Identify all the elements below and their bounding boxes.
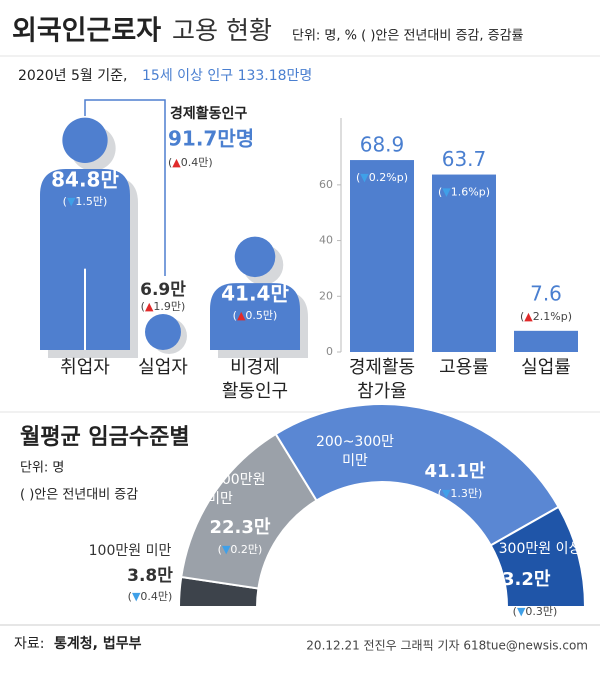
category-label: 실업자: [138, 357, 188, 378]
group-value: 91.7만명: [168, 127, 254, 151]
value-label: 3.8만: [127, 566, 173, 586]
figure: [145, 314, 181, 350]
category-label: 100~200만원 미만: [175, 472, 266, 507]
note: 단위: 명: [20, 461, 64, 476]
category-label: 100만원 미만: [89, 543, 172, 559]
y-tick-label: 40: [319, 234, 333, 247]
change-label: (▲0.5만): [233, 309, 278, 322]
source-label: 자료:: [14, 636, 44, 652]
category-label: 300만원 이상: [499, 541, 582, 557]
change-label: (▼1.5만): [63, 195, 108, 208]
value-label: 41.1만: [425, 461, 486, 482]
value-label: 63.7: [442, 147, 487, 171]
value-label: 13.2만: [490, 569, 551, 590]
category-label: 200~300만 미만: [316, 434, 394, 469]
change-label: (▼1.6%p): [438, 186, 490, 199]
value-label: 68.9: [360, 133, 405, 157]
donut-segment: [489, 505, 587, 608]
category-label: 비경제 활동인구: [222, 357, 288, 402]
group-bracket: [84, 99, 166, 276]
credit: 20.12.21 전진우 그래픽 기자 618tue@newsis.com: [306, 639, 588, 653]
y-tick-label: 0: [326, 345, 333, 358]
value-label: 7.6: [530, 281, 562, 305]
source: 통계청, 법무부: [54, 636, 142, 652]
group-change: (▲0.4만): [168, 156, 213, 169]
change-label: (▼0.2%p): [356, 171, 408, 184]
value-label: 84.8만: [51, 167, 119, 191]
note: ( )안은 전년대비 증감: [20, 488, 138, 503]
category-label: 경제활동 참가율: [349, 357, 415, 402]
bar: [350, 160, 414, 352]
value-label: 22.3만: [210, 517, 271, 538]
y-tick-label: 60: [319, 178, 333, 191]
category-label: 취업자: [60, 357, 110, 378]
change-label: (▼1.3만): [438, 487, 483, 500]
y-tick-label: 20: [319, 289, 333, 302]
group-label: 경제활동인구: [170, 105, 247, 122]
figure: [40, 117, 130, 350]
section-title: 월평균 임금수준별: [20, 425, 190, 450]
value-label: 41.4만: [221, 282, 289, 306]
figure: [210, 236, 300, 350]
change-label: (▲2.1%p): [520, 310, 572, 323]
donut-segment: [274, 403, 560, 547]
value-label: 6.9만: [140, 280, 186, 300]
change-label: (▼0.3만): [513, 605, 558, 618]
change-label: (▼0.4만): [128, 590, 173, 603]
bar: [432, 174, 496, 352]
title: 외국인근로자: [12, 16, 161, 47]
change-label: (▼0.2만): [218, 543, 263, 556]
title-sub: 고용 현황: [172, 16, 272, 45]
bar: [514, 330, 578, 352]
unit-note: 단위: 명, % ( )안은 전년대비 증감, 증감률: [292, 29, 524, 44]
category-label: 실업률: [521, 357, 571, 378]
population: 15세 이상 인구 133.18만명: [142, 68, 312, 84]
category-label: 고용률: [439, 357, 489, 378]
change-label: (▲1.9만): [141, 300, 186, 313]
basis: 2020년 5월 기준,: [18, 68, 127, 84]
